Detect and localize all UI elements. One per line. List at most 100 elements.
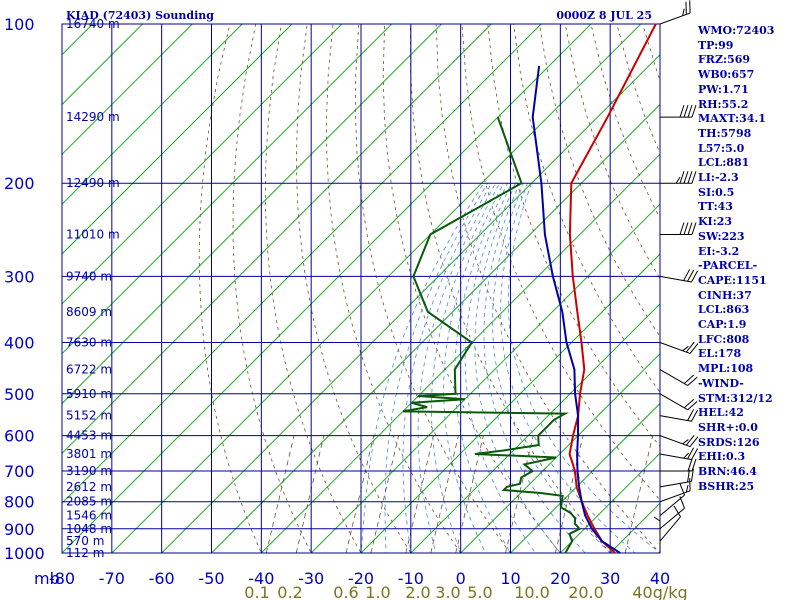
wind-barb-feather	[687, 171, 693, 184]
dry-adiabat	[264, 24, 362, 553]
moist-adiabat	[454, 183, 511, 553]
index-item: TP:99	[698, 38, 734, 52]
dry-adiabats	[198, 24, 660, 553]
moist-adiabat	[417, 183, 496, 553]
isotherm-line	[111, 24, 642, 553]
index-item: KI:23	[698, 215, 733, 229]
isotherm-line	[62, 24, 193, 156]
isotherm-line	[62, 24, 492, 455]
wind-barb	[660, 171, 697, 184]
moist-adiabat	[402, 182, 492, 553]
wind-barb-feather	[691, 448, 698, 460]
height-label: 570 m	[66, 534, 104, 548]
wind-barb	[659, 478, 691, 503]
height-label: 1048 m	[66, 522, 112, 536]
dry-adiabat	[539, 24, 660, 338]
isobar-lines	[61, 23, 661, 554]
temperature-tick-label: -70	[99, 569, 125, 588]
wind-barb-feather	[679, 222, 685, 235]
pressure-unit-label: mb	[34, 569, 60, 588]
wind-barb-feather	[687, 447, 695, 460]
wind-barb-staff	[659, 494, 685, 517]
pressure-tick-label: 1000	[4, 544, 45, 563]
height-label: 3801 m	[66, 447, 112, 461]
isotherm-line	[62, 24, 243, 205]
index-item: LCL:863	[698, 303, 750, 317]
index-item: RH:55.2	[698, 97, 749, 111]
wind-barbs	[653, 0, 699, 553]
moist-adiabat	[483, 183, 586, 553]
isotherm-line	[62, 24, 542, 504]
wind-barb-feather	[653, 516, 661, 522]
pressure-tick-label: 300	[4, 267, 35, 286]
isotherm-line	[211, 103, 660, 553]
index-item: LFC:808	[698, 332, 750, 346]
wind-barb-feather	[687, 409, 695, 421]
height-label: 4453 m	[66, 429, 112, 443]
wind-barb	[659, 447, 698, 461]
mixing-ratio-label: 2.0	[405, 583, 430, 600]
dry-adiabat	[326, 24, 462, 553]
temperature-tick-label: -10	[398, 569, 424, 588]
wind-barb-staff	[659, 415, 692, 422]
index-item: WMO:72403	[698, 24, 775, 37]
wind-barb-feather	[687, 222, 693, 235]
wind-barb-feather	[689, 343, 699, 354]
dry-adiabat	[461, 24, 660, 501]
wind-barb-feather	[682, 346, 689, 352]
wind-barb-feather	[687, 376, 698, 386]
isotherm-line	[62, 24, 442, 405]
wind-barb	[659, 409, 698, 422]
mixing-ratio-label: 40g/kg	[632, 583, 687, 600]
wind-barb	[653, 516, 661, 553]
isotherm-line	[460, 352, 660, 553]
height-label: 11010 m	[66, 228, 120, 242]
moist-adiabat	[360, 182, 484, 553]
height-label: 3190 m	[66, 464, 112, 478]
wind-barb-feather	[687, 458, 693, 472]
wind-barb-feather	[691, 458, 697, 472]
wind-barb-staff	[659, 369, 688, 386]
wind-barb-feather	[691, 171, 697, 184]
wind-barb-feather	[687, 400, 698, 411]
height-label: 112 m	[66, 546, 104, 560]
pressure-tick-label: 200	[4, 174, 35, 193]
temperature-tick-label: 30	[600, 569, 620, 588]
wind-barb-staff	[659, 342, 691, 354]
dry-adiabat	[435, 24, 660, 553]
dry-adiabat	[355, 24, 512, 553]
wind-barb	[659, 369, 698, 386]
height-label: 1546 m	[66, 509, 112, 523]
wind-barb-staff	[659, 453, 692, 461]
isotherm-line	[62, 24, 343, 305]
mixing-ratio-label: 20.0	[568, 583, 604, 600]
wind-barb-feather	[682, 439, 689, 445]
wind-barb-feather	[679, 104, 685, 118]
isotherm-line	[310, 203, 660, 553]
wind-barb	[659, 468, 694, 488]
index-item: EL:178	[698, 347, 742, 361]
dry-adiabat	[410, 24, 611, 553]
wind-barb-feather	[691, 222, 697, 235]
isotherm-line	[510, 402, 660, 553]
mixing-ratio-label: 3.0	[435, 583, 460, 600]
index-list: WMO:72403 TP:99 FRZ:569 WB0:657 PW:1.71 RH:55…	[698, 24, 798, 495]
wind-barb	[659, 0, 691, 25]
temperature-tick-label: -40	[248, 569, 274, 588]
wind-barb	[660, 458, 697, 472]
index-item: HEL:42	[698, 406, 744, 420]
sounding-traces	[402, 23, 657, 554]
temperature-tick-label: 10	[500, 569, 520, 588]
mixing-ratio-label: 0.6	[333, 583, 358, 600]
wind-barb-feather	[687, 469, 690, 483]
temperature-tick-label: -20	[348, 569, 374, 588]
mixing-ratio-label: 0.2	[277, 583, 302, 600]
index-item: CAP:1.9	[698, 318, 747, 332]
mixing-ratio-line	[624, 435, 654, 553]
index-item: MPL:108	[698, 362, 754, 376]
plot-frame	[61, 23, 661, 554]
temperature-tick-label: -50	[198, 569, 224, 588]
temperature-tick-label: -80	[49, 569, 75, 588]
dry-adiabat	[382, 24, 561, 553]
station-title: KIAD (72403) Sounding	[66, 9, 214, 22]
